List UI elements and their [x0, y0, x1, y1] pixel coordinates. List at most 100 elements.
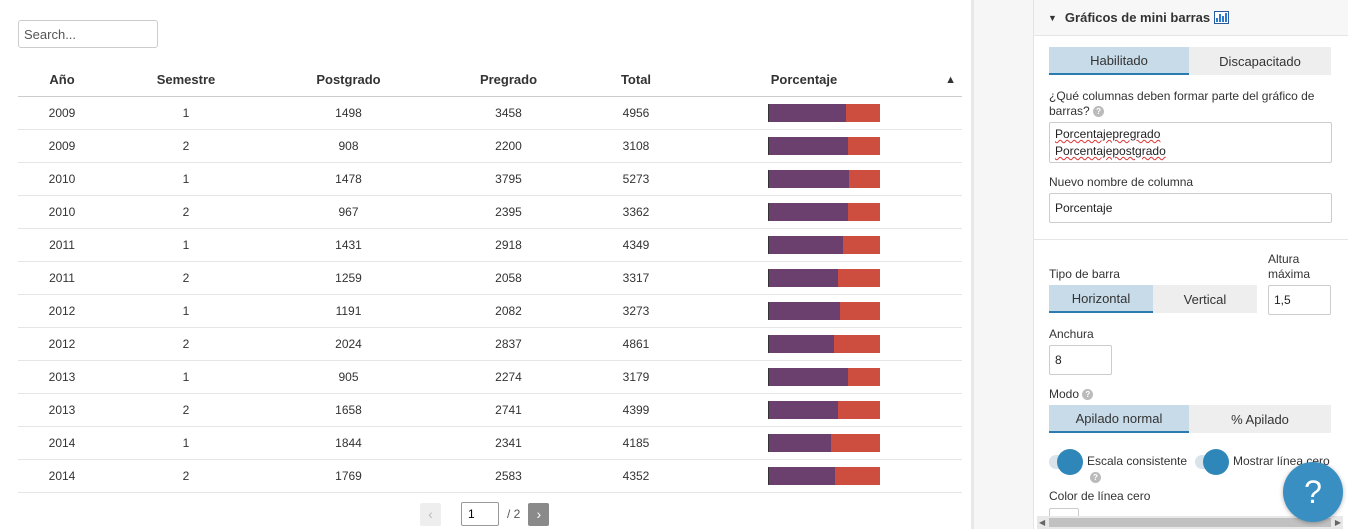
cell-semestre: 1 [106, 294, 266, 328]
cell-pregrado: 2837 [431, 327, 586, 361]
minibar-pregrado-segment [769, 334, 834, 353]
minibar-pregrado-segment [769, 367, 849, 386]
bar-type-label: Tipo de barra [1049, 267, 1120, 281]
cell-postgrado: 1844 [266, 426, 431, 460]
cell-total: 5273 [586, 162, 686, 196]
help-fab-button[interactable]: ? [1283, 462, 1343, 522]
cell-total: 4352 [586, 459, 686, 493]
cell-postgrado: 1498 [266, 96, 431, 130]
cell-anio: 2012 [18, 327, 106, 361]
new-name-input[interactable]: Porcentaje [1049, 193, 1332, 223]
data-table: Año Semestre Postgrado Pregrado Total Po… [18, 64, 962, 493]
minibar [768, 433, 880, 452]
help-icon[interactable]: ? [1090, 472, 1101, 483]
cell-pregrado: 3458 [431, 96, 586, 130]
max-height-input[interactable]: 1,5 [1268, 285, 1331, 315]
col-header-total[interactable]: Total [586, 64, 686, 97]
cell-anio: 2012 [18, 294, 106, 328]
scrollbar-thumb[interactable] [1049, 518, 1331, 527]
page-total: / 2 [507, 507, 521, 521]
cell-porcentaje [686, 195, 962, 229]
help-icon[interactable]: ? [1082, 389, 1094, 401]
cell-pregrado: 2741 [431, 393, 586, 427]
cell-total: 3362 [586, 195, 686, 229]
col-header-semestre[interactable]: Semestre [106, 64, 266, 97]
col-header-porcentaje[interactable]: Porcentaje [686, 64, 922, 97]
cell-semestre: 2 [106, 459, 266, 493]
cell-porcentaje [686, 360, 962, 394]
scroll-left-icon[interactable]: ◀ [1039, 518, 1046, 527]
cell-porcentaje [686, 426, 962, 460]
divider [1034, 239, 1348, 240]
minibar [768, 400, 880, 419]
caret-down-icon: ▼ [1048, 12, 1057, 23]
minibar-pregrado-segment [769, 169, 849, 188]
cell-total: 3179 [586, 360, 686, 394]
minibar [768, 268, 880, 287]
cell-total: 4185 [586, 426, 686, 460]
consistent-scale-toggle[interactable] [1049, 449, 1083, 475]
minibar-postgrado-segment [843, 235, 880, 254]
settings-panel: ▼ Gráficos de mini barras Habilitado Dis… [1033, 0, 1348, 529]
toggle-knob [1057, 449, 1083, 475]
enabled-button[interactable]: Habilitado [1049, 47, 1189, 75]
cell-semestre: 2 [106, 195, 266, 229]
col-header-pregrado[interactable]: Pregrado [431, 64, 586, 97]
minibar-pregrado-segment [769, 103, 847, 122]
stack-percent-button[interactable]: % Apilado [1189, 405, 1331, 433]
minibar-postgrado-segment [838, 400, 880, 419]
horizontal-scrollbar[interactable]: ◀ ▶ [1037, 516, 1343, 529]
minibar [768, 235, 880, 254]
section-header-minibars[interactable]: ▼ Gráficos de mini barras [1034, 0, 1348, 36]
disabled-button[interactable]: Discapacitado [1189, 47, 1331, 75]
horizontal-button[interactable]: Horizontal [1049, 285, 1153, 313]
cell-pregrado: 2274 [431, 360, 586, 394]
cell-postgrado: 1259 [266, 261, 431, 295]
table-row: 2013 2 1658 2741 4399 [18, 393, 962, 427]
cell-porcentaje [686, 294, 962, 328]
columns-textarea[interactable]: Porcentajepregrado Porcentajepostgrado [1049, 122, 1332, 163]
cell-pregrado: 2082 [431, 294, 586, 328]
scroll-right-icon[interactable]: ▶ [1334, 518, 1341, 527]
cell-porcentaje [686, 129, 962, 163]
cell-total: 3317 [586, 261, 686, 295]
mode-group: Apilado normal % Apilado [1049, 405, 1331, 433]
stack-normal-button[interactable]: Apilado normal [1049, 405, 1189, 433]
cell-anio: 2014 [18, 459, 106, 493]
table-row: 2012 1 1191 2082 3273 [18, 294, 962, 328]
cell-anio: 2013 [18, 360, 106, 394]
table-row: 2014 2 1769 2583 4352 [18, 459, 962, 493]
col-header-anio[interactable]: Año [18, 64, 106, 97]
cell-pregrado: 2341 [431, 426, 586, 460]
width-input[interactable]: 8 [1049, 345, 1112, 375]
minibar [768, 367, 880, 386]
search-input[interactable] [18, 20, 158, 48]
column-entry: Porcentajepregrado [1055, 127, 1161, 141]
cell-anio: 2010 [18, 195, 106, 229]
cell-anio: 2014 [18, 426, 106, 460]
cell-semestre: 2 [106, 393, 266, 427]
prev-page-button[interactable]: ‹ [420, 502, 441, 526]
help-icon[interactable]: ? [1093, 106, 1105, 118]
page-number-input[interactable] [461, 502, 499, 526]
cell-semestre: 2 [106, 327, 266, 361]
minibar-pregrado-segment [769, 136, 848, 155]
cell-postgrado: 2024 [266, 327, 431, 361]
zero-line-color-label: Color de línea cero [1049, 489, 1151, 503]
cell-total: 4399 [586, 393, 686, 427]
zero-line-toggle[interactable] [1195, 449, 1229, 475]
cell-postgrado: 1191 [266, 294, 431, 328]
cell-porcentaje [686, 459, 962, 493]
cell-anio: 2011 [18, 228, 106, 262]
mode-label: Modo [1049, 387, 1080, 401]
table-row: 2014 1 1844 2341 4185 [18, 426, 962, 460]
minibar-postgrado-segment [833, 334, 880, 353]
sort-asc-icon[interactable]: ▲ [922, 64, 962, 97]
next-page-button[interactable]: › [528, 502, 550, 526]
cell-postgrado: 905 [266, 360, 431, 394]
minibar [768, 169, 880, 188]
col-header-postgrado[interactable]: Postgrado [266, 64, 431, 97]
minibar-pregrado-segment [769, 301, 840, 320]
cell-pregrado: 2058 [431, 261, 586, 295]
vertical-button[interactable]: Vertical [1153, 285, 1257, 313]
